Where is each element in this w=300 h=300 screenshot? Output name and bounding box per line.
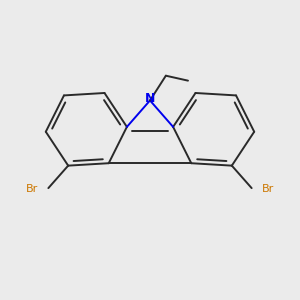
Text: Br: Br [262, 184, 274, 194]
Text: Br: Br [26, 184, 38, 194]
Text: N: N [145, 92, 155, 105]
